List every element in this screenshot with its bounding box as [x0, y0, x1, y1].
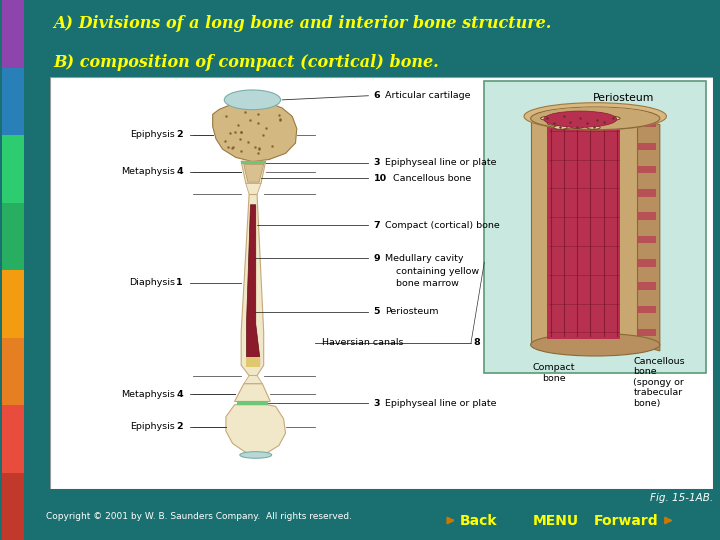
Ellipse shape	[574, 117, 587, 120]
Ellipse shape	[570, 125, 584, 129]
Text: MENU: MENU	[533, 514, 579, 528]
Ellipse shape	[531, 333, 660, 356]
Text: 2: 2	[176, 422, 183, 431]
Text: Periosteum: Periosteum	[593, 93, 654, 103]
Bar	[2, 135, 24, 202]
Bar	[2, 0, 24, 68]
Text: Compact (cortical) bone: Compact (cortical) bone	[385, 221, 500, 230]
Bar	[638, 236, 657, 243]
Text: 10: 10	[374, 173, 387, 183]
Text: Medullary cavity: Medullary cavity	[385, 254, 464, 263]
Ellipse shape	[564, 120, 577, 124]
Polygon shape	[226, 405, 286, 456]
Polygon shape	[241, 194, 264, 375]
Text: Metaphysis: Metaphysis	[121, 389, 175, 399]
Bar	[638, 212, 657, 220]
Text: 4: 4	[176, 389, 183, 399]
Text: Forward: Forward	[594, 514, 659, 528]
Text: Cancellous bone: Cancellous bone	[393, 173, 471, 183]
Ellipse shape	[225, 90, 281, 110]
Text: 3: 3	[374, 158, 380, 167]
Polygon shape	[212, 101, 297, 161]
Bar	[2, 472, 24, 540]
Bar	[638, 329, 657, 336]
Text: Diaphysis: Diaphysis	[129, 279, 175, 287]
Text: Back: Back	[460, 514, 498, 528]
Bar	[638, 119, 657, 126]
Bar	[2, 202, 24, 270]
Text: 9: 9	[374, 254, 380, 263]
Text: 6: 6	[374, 91, 380, 100]
Ellipse shape	[580, 122, 593, 125]
Text: 3: 3	[374, 399, 380, 408]
Text: Epiphyseal line or plate: Epiphyseal line or plate	[385, 158, 496, 167]
Bar	[547, 125, 620, 339]
Ellipse shape	[541, 117, 554, 120]
Bar	[638, 166, 657, 173]
Bar	[485, 82, 706, 374]
Text: Compact
bone: Compact bone	[533, 363, 575, 383]
Text: Cancellous
bone
(spongy or
trabecular
bone): Cancellous bone (spongy or trabecular bo…	[634, 357, 685, 408]
Text: 7: 7	[374, 221, 380, 230]
Text: Epiphyseal line or plate: Epiphyseal line or plate	[385, 399, 496, 408]
Text: bone marrow: bone marrow	[396, 279, 459, 288]
Polygon shape	[244, 165, 264, 182]
Text: Epiphysis: Epiphysis	[130, 130, 175, 139]
Bar	[531, 118, 636, 345]
Text: 4: 4	[176, 167, 183, 177]
Bar	[2, 68, 24, 135]
Text: Epiphysis: Epiphysis	[130, 422, 175, 431]
Ellipse shape	[524, 103, 667, 130]
Ellipse shape	[590, 119, 603, 122]
Text: 8: 8	[473, 338, 480, 347]
Ellipse shape	[597, 120, 610, 124]
Ellipse shape	[557, 114, 570, 118]
Bar	[638, 306, 657, 313]
Text: 1: 1	[176, 279, 183, 287]
Text: Periosteum: Periosteum	[385, 307, 438, 316]
Ellipse shape	[607, 117, 620, 120]
Ellipse shape	[240, 451, 271, 458]
Bar	[638, 143, 657, 150]
Polygon shape	[246, 184, 261, 194]
Ellipse shape	[531, 107, 660, 130]
Bar	[2, 270, 24, 338]
Ellipse shape	[554, 126, 567, 129]
Text: Metaphysis: Metaphysis	[121, 167, 175, 177]
Text: Haversian canals: Haversian canals	[322, 338, 403, 347]
Text: Fig. 15-1AB.: Fig. 15-1AB.	[650, 493, 714, 503]
Polygon shape	[244, 375, 262, 384]
Bar	[638, 189, 657, 197]
Text: B) composition of compact (cortical) bone.: B) composition of compact (cortical) bon…	[53, 55, 439, 71]
Bar	[638, 282, 657, 290]
Polygon shape	[241, 161, 266, 165]
Polygon shape	[241, 161, 266, 184]
Ellipse shape	[537, 107, 653, 125]
Ellipse shape	[587, 126, 600, 129]
Ellipse shape	[544, 111, 617, 127]
Text: A) Divisions of a long bone and interior bone structure.: A) Divisions of a long bone and interior…	[53, 15, 552, 32]
Text: 5: 5	[374, 307, 380, 316]
Text: Copyright © 2001 by W. B. Saunders Company.  All rights reserved.: Copyright © 2001 by W. B. Saunders Compa…	[46, 512, 352, 522]
Polygon shape	[237, 401, 268, 405]
Text: 2: 2	[176, 130, 183, 139]
Polygon shape	[636, 118, 660, 351]
Bar	[2, 338, 24, 405]
Text: Articular cartilage: Articular cartilage	[385, 91, 470, 100]
Polygon shape	[246, 357, 260, 367]
Bar	[2, 405, 24, 472]
Text: containing yellow: containing yellow	[396, 267, 480, 276]
Bar	[638, 259, 657, 267]
Polygon shape	[235, 384, 270, 401]
Ellipse shape	[547, 122, 560, 125]
Polygon shape	[246, 205, 260, 365]
